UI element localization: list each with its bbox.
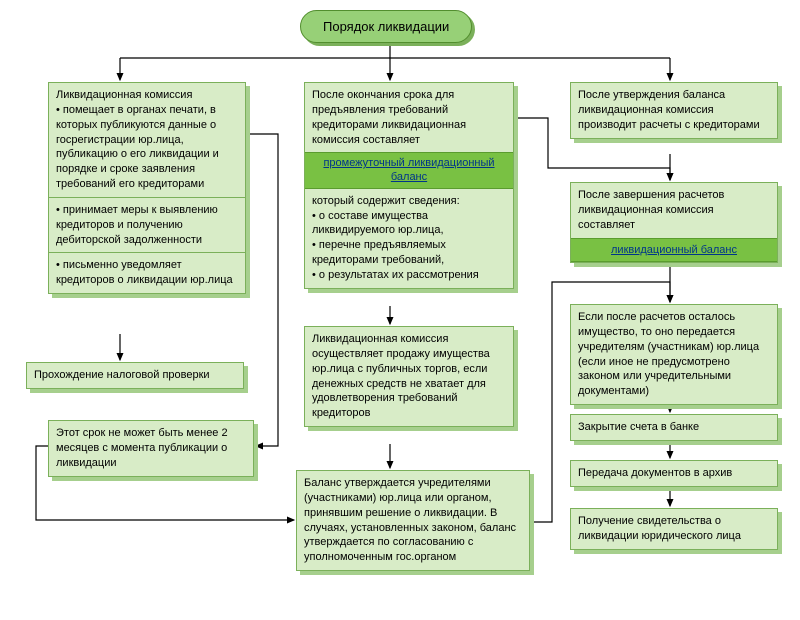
text: • о результатах их рассмотрения <box>312 268 506 283</box>
box-certificate: Получение свидетельства о ликвидации юри… <box>570 508 778 550</box>
diagram-title: Порядок ликвидации <box>300 10 472 43</box>
text: Передача документов в архив <box>571 461 777 486</box>
text: После окончания срока для предъявления т… <box>305 83 513 152</box>
box-asset-sale: Ликвидационная комиссия осуществляет про… <box>304 326 514 427</box>
link-liquidation-balance: ликвидационный баланс <box>571 238 777 263</box>
text: Ликвидационная комиссия <box>56 88 238 103</box>
text: • о составе имущества ликвидируемого юр.… <box>312 209 506 239</box>
text: Этот срок не может быть менее 2 месяцев … <box>49 421 253 476</box>
box-archive: Передача документов в архив <box>570 460 778 487</box>
text: который содержит сведения: <box>312 194 506 209</box>
text: Если после расчетов осталось имущество, … <box>571 305 777 404</box>
text: После завершения расчетов ликвидационная… <box>571 183 777 238</box>
box-term-note: Этот срок не может быть менее 2 месяцев … <box>48 420 254 477</box>
text: После утверждения баланса ликвидационная… <box>571 83 777 138</box>
box-tax-check: Прохождение налоговой проверки <box>26 362 244 389</box>
text: Прохождение налоговой проверки <box>27 363 243 388</box>
text: Закрытие счета в банке <box>571 415 777 440</box>
text: • принимает меры к выявлению кредиторов … <box>49 198 245 253</box>
box-close-account: Закрытие счета в банке <box>570 414 778 441</box>
box-commission: Ликвидационная комиссия • помещает в орг… <box>48 82 246 294</box>
text: • письменно уведомляет кредиторов о ликв… <box>49 253 245 293</box>
text: Получение свидетельства о ликвидации юри… <box>571 509 777 549</box>
box-settlements: После утверждения баланса ликвидационная… <box>570 82 778 139</box>
text: • перечне предъявляемых кредиторами треб… <box>312 238 506 268</box>
box-interim-balance: После окончания срока для предъявления т… <box>304 82 514 289</box>
text: • помещает в органах печати, в которых п… <box>56 103 238 192</box>
box-liquidation-balance: После завершения расчетов ликвидационная… <box>570 182 778 263</box>
text: Ликвидационная комиссия осуществляет про… <box>305 327 513 426</box>
text: Баланс утверждается учредителями (участн… <box>297 471 529 570</box>
link-interim-balance: промежуточный ликвидационный баланс <box>305 152 513 188</box>
box-balance-approval: Баланс утверждается учредителями (участн… <box>296 470 530 571</box>
box-remaining-assets: Если после расчетов осталось имущество, … <box>570 304 778 405</box>
